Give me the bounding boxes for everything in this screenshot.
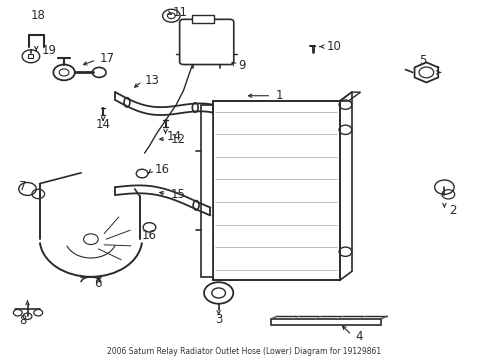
Bar bbox=[212, 101, 339, 280]
Text: 12: 12 bbox=[170, 132, 185, 145]
Text: 10: 10 bbox=[326, 40, 341, 53]
Bar bbox=[200, 105, 212, 277]
Text: 2006 Saturn Relay Radiator Outlet Hose (Lower) Diagram for 19129861: 2006 Saturn Relay Radiator Outlet Hose (… bbox=[107, 347, 381, 356]
Circle shape bbox=[211, 288, 225, 298]
Bar bbox=[28, 54, 33, 58]
Text: 11: 11 bbox=[172, 6, 187, 19]
Text: 15: 15 bbox=[170, 188, 185, 201]
Text: 7: 7 bbox=[19, 180, 27, 193]
FancyBboxPatch shape bbox=[192, 15, 213, 23]
Text: 18: 18 bbox=[31, 9, 46, 22]
Text: 5: 5 bbox=[418, 54, 426, 67]
Text: 19: 19 bbox=[42, 44, 57, 57]
Text: 6: 6 bbox=[94, 278, 102, 291]
Text: 9: 9 bbox=[238, 59, 245, 72]
Text: 2: 2 bbox=[448, 204, 456, 217]
Polygon shape bbox=[339, 92, 360, 101]
FancyBboxPatch shape bbox=[179, 19, 233, 64]
Text: 16: 16 bbox=[155, 163, 169, 176]
Text: 14: 14 bbox=[95, 118, 110, 131]
Text: 8: 8 bbox=[19, 314, 26, 327]
Text: 17: 17 bbox=[99, 52, 114, 65]
Text: 14: 14 bbox=[166, 130, 181, 143]
Text: 13: 13 bbox=[144, 74, 159, 87]
Circle shape bbox=[203, 282, 233, 304]
Polygon shape bbox=[271, 319, 380, 325]
Text: 4: 4 bbox=[355, 330, 363, 343]
Text: 1: 1 bbox=[275, 89, 282, 102]
Text: 3: 3 bbox=[215, 313, 222, 327]
Text: 16: 16 bbox=[142, 229, 157, 242]
